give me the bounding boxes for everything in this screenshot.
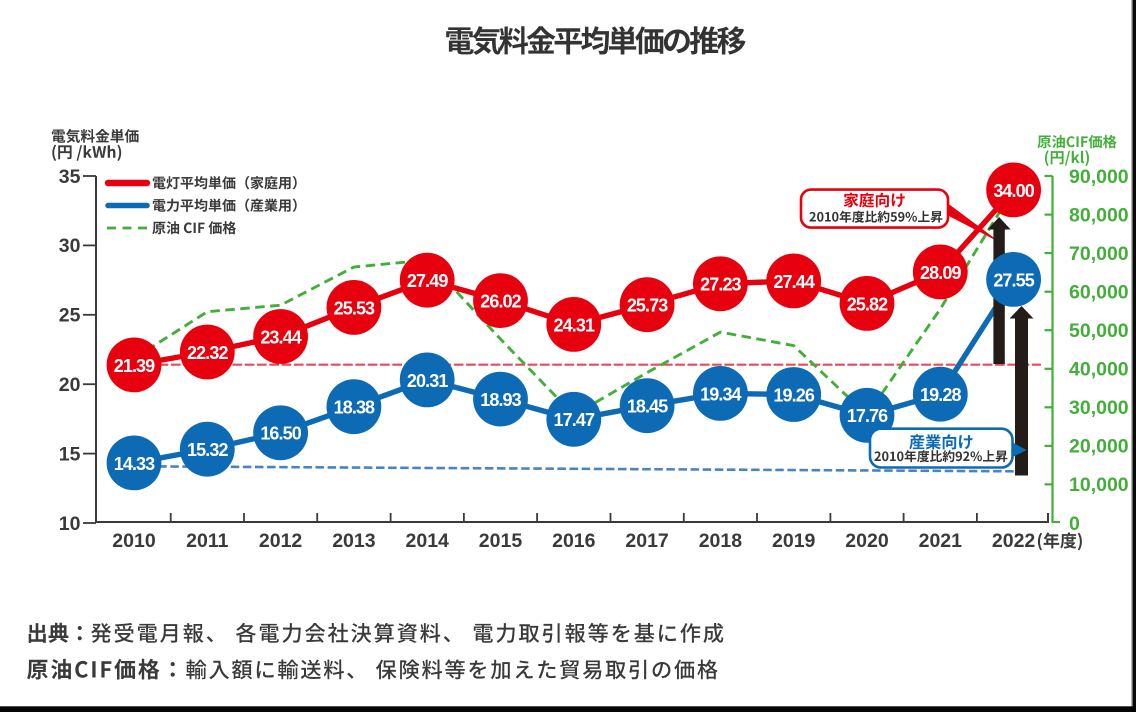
svg-text:27.23: 27.23 (700, 275, 741, 295)
svg-text:2016: 2016 (552, 530, 596, 552)
svg-text:14.33: 14.33 (114, 454, 155, 474)
svg-text:25: 25 (59, 305, 81, 327)
svg-text:30: 30 (59, 235, 81, 257)
svg-text:2012: 2012 (259, 530, 303, 552)
svg-text:18.45: 18.45 (627, 397, 668, 417)
svg-text:0: 0 (1069, 513, 1080, 535)
svg-text:20,000: 20,000 (1069, 436, 1129, 458)
svg-text:17.47: 17.47 (554, 410, 595, 430)
svg-text:20.31: 20.31 (407, 371, 448, 391)
svg-text:26.02: 26.02 (480, 292, 521, 312)
svg-text:60,000: 60,000 (1069, 282, 1129, 304)
svg-text:23.44: 23.44 (260, 327, 301, 347)
svg-text:17.76: 17.76 (847, 406, 888, 426)
svg-text:28.09: 28.09 (920, 263, 961, 283)
svg-text:2013: 2013 (332, 530, 376, 552)
svg-text:30,000: 30,000 (1069, 397, 1129, 419)
svg-text:2011: 2011 (186, 530, 228, 552)
svg-text:16.50: 16.50 (260, 424, 301, 444)
svg-text:70,000: 70,000 (1069, 243, 1129, 265)
svg-text:50,000: 50,000 (1069, 320, 1129, 342)
svg-text:2015: 2015 (479, 530, 523, 552)
svg-text:19.28: 19.28 (920, 385, 961, 405)
svg-text:35: 35 (59, 166, 81, 188)
svg-text:2014: 2014 (406, 530, 450, 552)
svg-text:21.39: 21.39 (114, 356, 155, 376)
svg-text:20: 20 (59, 374, 81, 396)
svg-text:18.93: 18.93 (480, 390, 521, 410)
svg-text:19.34: 19.34 (700, 384, 741, 404)
svg-text:19.26: 19.26 (773, 385, 814, 405)
svg-text:34.00: 34.00 (993, 181, 1034, 201)
svg-text:15: 15 (59, 443, 81, 465)
svg-text:90,000: 90,000 (1069, 166, 1129, 188)
svg-text:25.82: 25.82 (847, 294, 888, 314)
svg-text:2022: 2022 (992, 530, 1036, 552)
svg-text:27.55: 27.55 (993, 270, 1034, 290)
svg-text:10: 10 (59, 513, 81, 535)
svg-text:24.31: 24.31 (554, 315, 595, 335)
svg-text:2019: 2019 (772, 530, 816, 552)
svg-text:2021: 2021 (919, 530, 963, 552)
svg-text:40,000: 40,000 (1069, 359, 1129, 381)
svg-text:2020: 2020 (845, 530, 889, 552)
svg-text:10,000: 10,000 (1069, 474, 1129, 496)
svg-text:27.44: 27.44 (773, 272, 814, 292)
svg-text:2018: 2018 (699, 530, 743, 552)
svg-text:2010: 2010 (112, 530, 156, 552)
svg-text:80,000: 80,000 (1069, 204, 1129, 226)
svg-text:22.32: 22.32 (187, 343, 228, 363)
svg-text:27.49: 27.49 (407, 271, 448, 291)
svg-text:25.53: 25.53 (334, 298, 375, 318)
svg-text:15.32: 15.32 (187, 440, 228, 460)
svg-text:2017: 2017 (625, 530, 668, 552)
svg-text:25.73: 25.73 (627, 296, 668, 316)
svg-text:18.38: 18.38 (334, 398, 375, 418)
